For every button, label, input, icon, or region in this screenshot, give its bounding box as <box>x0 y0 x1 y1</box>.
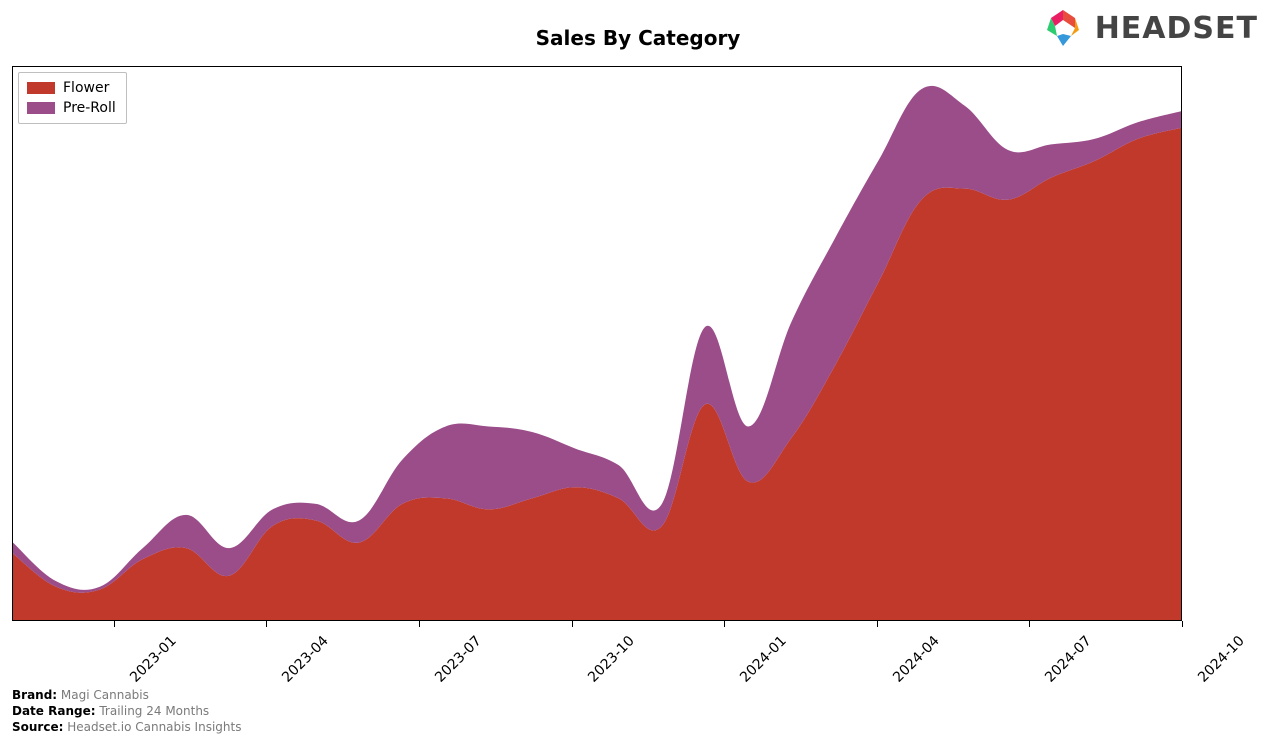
meta-value: Headset.io Cannabis Insights <box>63 720 241 734</box>
x-tick-mark <box>572 621 573 627</box>
chart-plot-area <box>12 66 1182 621</box>
x-tick-mark <box>724 621 725 627</box>
legend-item: Pre-Roll <box>27 98 116 118</box>
chart-legend: FlowerPre-Roll <box>18 72 127 124</box>
x-tick-label: 2023-10 <box>585 633 638 686</box>
area-chart-svg <box>13 67 1181 620</box>
x-tick-mark <box>1029 621 1030 627</box>
x-tick-mark <box>877 621 878 627</box>
x-tick-mark <box>419 621 420 627</box>
meta-value: Trailing 24 Months <box>96 704 210 718</box>
x-tick-label: 2023-07 <box>432 633 485 686</box>
meta-line: Brand: Magi Cannabis <box>12 688 149 702</box>
headset-logo-text: HEADSET <box>1095 11 1258 46</box>
x-tick-mark <box>266 621 267 627</box>
meta-line: Date Range: Trailing 24 Months <box>12 704 209 718</box>
meta-label: Source: <box>12 720 63 734</box>
x-tick-label: 2024-07 <box>1043 633 1096 686</box>
meta-label: Date Range: <box>12 704 96 718</box>
meta-line: Source: Headset.io Cannabis Insights <box>12 720 241 734</box>
x-tick-mark <box>1182 621 1183 627</box>
legend-swatch <box>27 102 55 114</box>
x-tick-label: 2024-10 <box>1195 633 1248 686</box>
x-tick-label: 2024-04 <box>890 633 943 686</box>
legend-swatch <box>27 82 55 94</box>
x-tick-mark <box>114 621 115 627</box>
legend-item: Flower <box>27 78 116 98</box>
legend-label: Pre-Roll <box>63 98 116 118</box>
x-tick-label: 2023-04 <box>279 633 332 686</box>
headset-logo-icon <box>1041 6 1085 50</box>
x-tick-label: 2023-01 <box>127 633 180 686</box>
legend-label: Flower <box>63 78 109 98</box>
meta-value: Magi Cannabis <box>57 688 149 702</box>
meta-label: Brand: <box>12 688 57 702</box>
x-tick-label: 2024-01 <box>737 633 790 686</box>
headset-logo: HEADSET <box>1041 6 1258 50</box>
